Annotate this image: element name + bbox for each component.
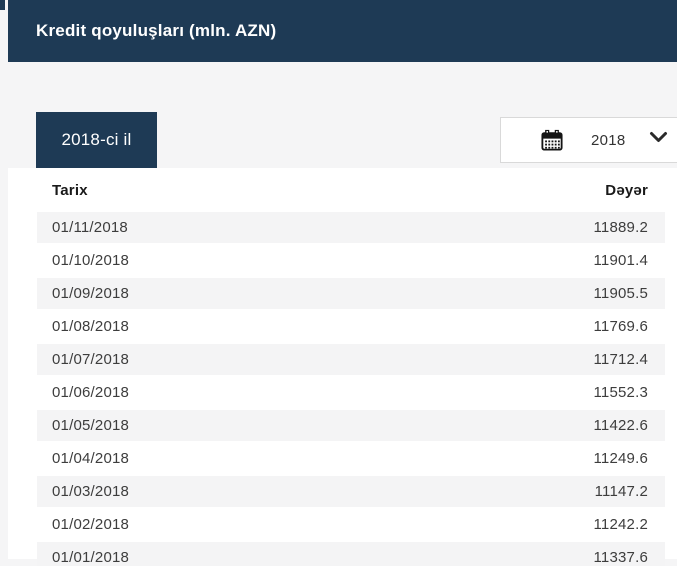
year-tab: 2018-ci il	[36, 112, 157, 168]
cell-date: 01/11/2018	[52, 219, 128, 236]
cell-value: 11242.2	[593, 516, 648, 533]
year-select-dropdown[interactable]: 2018	[500, 117, 677, 163]
title-bar: Kredit qoyuluşları (mln. AZN)	[8, 0, 677, 62]
table-row: 01/09/2018 11905.5	[37, 277, 665, 310]
cell-value: 11901.4	[593, 252, 648, 269]
table-header: Tarix Dəyər	[37, 168, 665, 212]
table-row: 01/02/2018 11242.2	[37, 508, 665, 541]
cell-date: 01/05/2018	[52, 417, 130, 434]
cell-value: 11337.6	[593, 549, 648, 566]
cell-date: 01/10/2018	[52, 252, 130, 269]
calendar-icon	[541, 129, 563, 151]
cell-value: 11712.4	[593, 351, 648, 368]
cell-value: 11889.2	[593, 219, 648, 236]
cell-date: 01/02/2018	[52, 516, 130, 533]
chevron-down-icon	[649, 131, 668, 149]
cell-value: 11769.6	[593, 318, 648, 335]
year-tab-label: 2018-ci il	[61, 130, 132, 149]
data-table: Tarix Dəyər 01/11/2018 11889.2 01/10/2018 1…	[37, 168, 665, 566]
cell-date: 01/08/2018	[52, 318, 130, 335]
table-row: 01/08/2018 11769.6	[37, 310, 665, 343]
cell-value: 11905.5	[593, 285, 648, 302]
cell-value: 11249.6	[593, 450, 648, 467]
table-body: 01/11/2018 11889.2 01/10/2018 11901.4 01/09/…	[37, 212, 665, 566]
cell-value: 11147.2	[594, 483, 648, 500]
column-header-value: Dəyər	[605, 181, 648, 199]
cell-value: 11552.3	[593, 384, 648, 401]
table-row: 01/05/2018 11422.6	[37, 409, 665, 442]
cell-date: 01/06/2018	[52, 384, 130, 401]
table-row: 01/10/2018 11901.4	[37, 244, 665, 277]
table-row: 01/07/2018 11712.4	[37, 343, 665, 376]
column-header-date: Tarix	[52, 181, 88, 199]
cell-date: 01/04/2018	[52, 450, 130, 467]
table-row: 01/06/2018 11552.3	[37, 376, 665, 409]
table-row: 01/01/2018 11337.6	[37, 541, 665, 566]
page-title: Kredit qoyuluşları (mln. AZN)	[36, 21, 277, 40]
table-row: 01/04/2018 11249.6	[37, 442, 665, 475]
table-header-row: Tarix Dəyər	[37, 168, 665, 212]
cell-value: 11422.6	[593, 417, 648, 434]
cell-date: 01/07/2018	[52, 351, 130, 368]
cell-date: 01/01/2018	[52, 549, 130, 566]
table-panel: Tarix Dəyər 01/11/2018 11889.2 01/10/2018 1…	[8, 168, 677, 566]
cell-date: 01/09/2018	[52, 285, 130, 302]
table-row: 01/11/2018 11889.2	[37, 212, 665, 244]
year-select-value: 2018	[591, 131, 626, 149]
table-row: 01/03/2018 11147.2	[37, 475, 665, 508]
top-left-fragment	[0, 0, 5, 10]
cell-date: 01/03/2018	[52, 483, 130, 500]
